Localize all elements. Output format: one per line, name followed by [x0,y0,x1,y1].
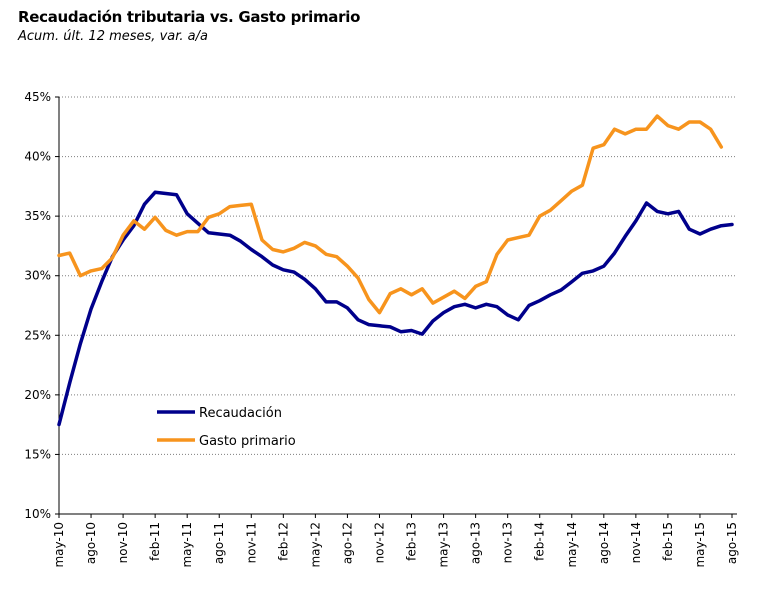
chart-subtitle: Acum. últ. 12 meses, var. a/a [18,29,208,44]
x-tick-label: ago-11 [212,522,226,564]
series-line-0 [57,190,734,427]
x-tick-label: may-13 [437,522,451,568]
x-tick-label: ago-14 [597,522,611,564]
x-tick-label: ago-13 [469,522,483,564]
x-tick-label: ago-12 [340,522,354,564]
y-tick-label: 45% [24,90,51,104]
x-tick-label: nov-10 [116,522,130,563]
y-tick-label: 25% [24,328,51,342]
x-tick-label: feb-13 [405,522,419,561]
x-tick-label: nov-14 [629,522,643,563]
gridlines [59,96,737,455]
y-tick-label: 30% [24,269,51,283]
x-tick-label: feb-11 [148,522,162,561]
y-tick-label: 15% [24,447,51,461]
x-tick-label: nov-12 [372,522,386,563]
x-tick-label: feb-12 [276,522,290,561]
y-tick-label: 10% [24,507,51,521]
legend-label-0: Recaudación [199,406,282,421]
x-tick-label: feb-15 [661,522,675,561]
x-tick-label: may-15 [693,522,707,568]
y-tick-label: 35% [24,209,51,223]
y-tick-label: 20% [24,388,51,402]
series-line-1 [57,114,724,315]
x-tick-label: may-14 [565,522,579,568]
y-tick-label: 40% [24,150,51,164]
x-tick-label: may-12 [308,522,322,568]
legend: Recaudación Gasto primario [157,406,296,449]
x-tick-label: ago-15 [725,522,739,564]
series-lines [57,114,734,427]
chart-title: Recaudación tributaria vs. Gasto primari… [18,8,361,26]
x-tick-label: nov-13 [501,522,515,563]
x-tick-label: may-11 [180,522,194,568]
axes: 10% 15% 20% 25% 30% 35% 40% 45% may-10 ago-10 nov-… [24,90,739,568]
legend-label-1: Gasto primario [199,434,296,449]
x-tick-label: feb-14 [533,522,547,561]
x-tick-label: may-10 [52,522,66,568]
x-tick-label: ago-10 [84,522,98,564]
x-tick-label: nov-11 [244,522,258,563]
